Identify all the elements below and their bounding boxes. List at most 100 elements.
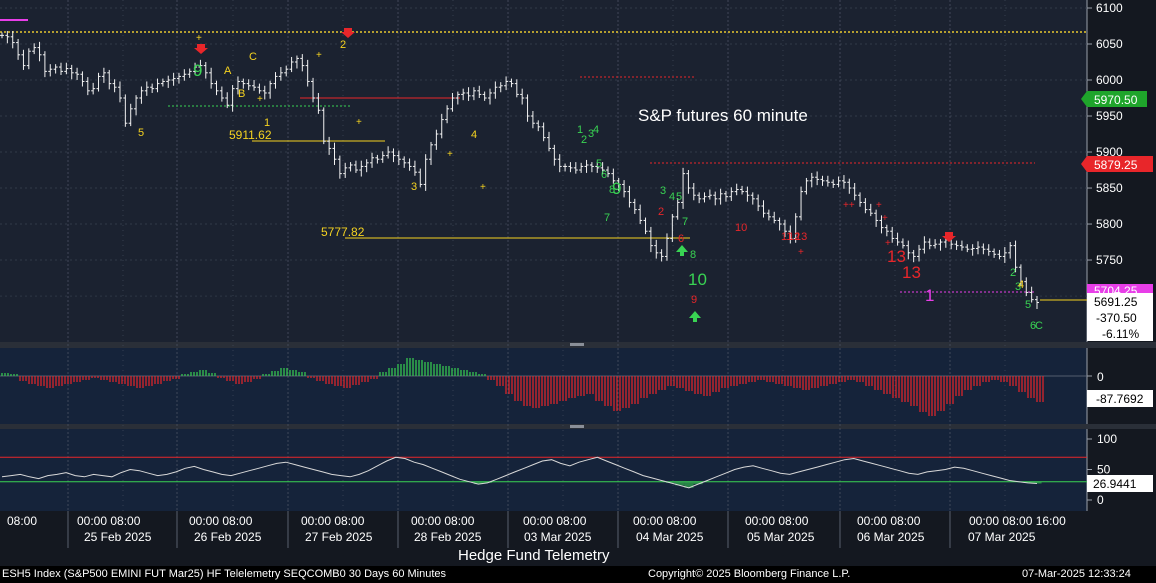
time-label: 00:00 08:00: [633, 514, 697, 528]
sequence-label: 7: [604, 212, 610, 224]
svg-text:-6.11%: -6.11%: [1102, 327, 1139, 341]
date-label: 03 Mar 2025: [524, 530, 592, 544]
svg-text:-370.50: -370.50: [1096, 311, 1137, 325]
sequence-label: 1: [264, 117, 270, 129]
tick-label: 6000: [1096, 73, 1123, 87]
svg-text:+: +: [196, 33, 202, 44]
sequence-annotations: 5 B A C 1 2 9 3 4 1 2 3 4 5 6 7 8 9 2 3 …: [138, 39, 1043, 332]
sequence-label: 13: [887, 247, 906, 266]
sequence-label: C: [1035, 320, 1043, 332]
sell-arrow-icon: [341, 28, 355, 38]
sequence-label: 3: [660, 185, 666, 197]
date-label: 05 Mar 2025: [747, 530, 815, 544]
price-panel: [0, 0, 1087, 342]
date-label: 25 Feb 2025: [84, 530, 152, 544]
time-label: 00:00 08:00: [411, 514, 475, 528]
svg-text:+: +: [316, 50, 322, 61]
resize-handle[interactable]: [570, 425, 584, 428]
sequence-label: 1: [577, 124, 583, 136]
tick-label: 6100: [1096, 1, 1123, 15]
sell-arrow-icon: [942, 232, 956, 242]
date-label: 04 Mar 2025: [636, 530, 704, 544]
tick-label: 5900: [1096, 145, 1123, 159]
time-label: 00:00 08:00 16:00: [969, 514, 1066, 528]
watermark: Hedge Fund Telemetry: [458, 547, 610, 564]
sequence-label: 1: [925, 286, 934, 305]
tick-label: 5800: [1096, 217, 1123, 231]
price-badge: 5879.25: [1081, 156, 1153, 172]
sequence-label: 5: [1025, 299, 1031, 311]
indicator-value-box: [1087, 475, 1153, 492]
sequence-label: 8: [690, 249, 696, 261]
sequence-label: 4: [593, 124, 599, 136]
tick-label: 5850: [1096, 181, 1123, 195]
date-label: 28 Feb 2025: [414, 530, 482, 544]
sequence-label: A: [224, 65, 232, 77]
plus-markers: ++++++: [196, 33, 486, 193]
indicator-value: 26.9441: [1093, 477, 1137, 491]
price-badge: 5970.50: [1081, 91, 1147, 107]
oscillator-value-box: [1087, 390, 1153, 407]
indicator-levels: [0, 456, 1087, 483]
sequence-label: 10: [688, 270, 707, 289]
footer-bar: ESH5 Index (S&P500 EMINI FUT Mar25) HF T…: [0, 566, 1156, 583]
copyright: Copyright© 2025 Bloomberg Finance L.P.: [648, 568, 851, 580]
sequence-label: 2: [581, 134, 587, 146]
sequence-label: 9: [193, 61, 202, 80]
day-separators: [67, 0, 1006, 511]
tick-label: 6050: [1096, 37, 1123, 51]
plus-markers: ++++++: [798, 200, 891, 258]
svg-text:++: ++: [843, 200, 855, 211]
time-axis-bg: [0, 511, 1156, 566]
date-label: 06 Mar 2025: [857, 530, 925, 544]
sequence-label: 12: [788, 231, 800, 243]
sequence-label: 6: [601, 169, 607, 181]
time-label: 00:00 08:00: [745, 514, 809, 528]
svg-text:+: +: [882, 213, 888, 224]
resize-handle[interactable]: [570, 343, 584, 346]
sequence-label: 6: [678, 233, 684, 245]
date-label: 26 Feb 2025: [194, 530, 262, 544]
sequence-label: 5: [676, 191, 682, 203]
buy-arrow-icon: [676, 245, 688, 256]
sequence-label: 9: [612, 179, 621, 198]
indicator-series: [1, 456, 1042, 489]
tick-label: 0: [1097, 493, 1104, 507]
sequence-label: 5: [596, 158, 602, 170]
sequence-label: 5: [138, 127, 144, 139]
sell-arrow-icon: [194, 44, 208, 54]
time-axis: 08:00 00:00 08:00 00:00 08:00 00:00 08:00 00…: [0, 511, 1156, 566]
svg-text:+: +: [885, 238, 891, 249]
tick-label: 50: [1097, 463, 1111, 477]
svg-text:+: +: [356, 117, 362, 128]
sequence-label: 3: [1015, 281, 1021, 293]
sequence-label: 3: [588, 128, 594, 140]
oscillator-series: [1, 358, 1044, 416]
date-label: 07 Mar 2025: [968, 530, 1036, 544]
time-label: 00:00 08:00: [523, 514, 587, 528]
svg-text:+: +: [480, 182, 486, 193]
svg-text:+: +: [876, 200, 882, 211]
sequence-label: 8: [609, 184, 615, 196]
gridlines: [0, 7, 1087, 297]
sequence-label: 6: [1030, 320, 1036, 332]
chart-canvas: 570057505800585059005950600060506100 050…: [0, 0, 1156, 566]
date-label: 27 Feb 2025: [305, 530, 373, 544]
price-series: [0, 31, 1039, 310]
tick-label: 5950: [1096, 109, 1123, 123]
sequence-label: 13: [902, 263, 921, 282]
sequence-label: 3: [411, 181, 417, 193]
sequence-label: 2: [1010, 267, 1016, 279]
level-label: 5911.62: [229, 128, 272, 142]
sequence-label: 10: [735, 222, 747, 234]
sequence-label: 2: [340, 39, 346, 51]
buy-arrow-icon: [689, 311, 701, 322]
sequence-label: C: [249, 51, 257, 63]
sequence-label: 7: [682, 216, 688, 228]
svg-text:5879.25: 5879.25: [1094, 158, 1138, 172]
sequence-label: 4: [1018, 279, 1024, 291]
oscillator-panel: [0, 348, 1087, 424]
sequence-label: 4: [669, 191, 675, 203]
tick-label: 100: [1097, 432, 1117, 446]
oscillator-value: -87.7692: [1096, 392, 1144, 406]
